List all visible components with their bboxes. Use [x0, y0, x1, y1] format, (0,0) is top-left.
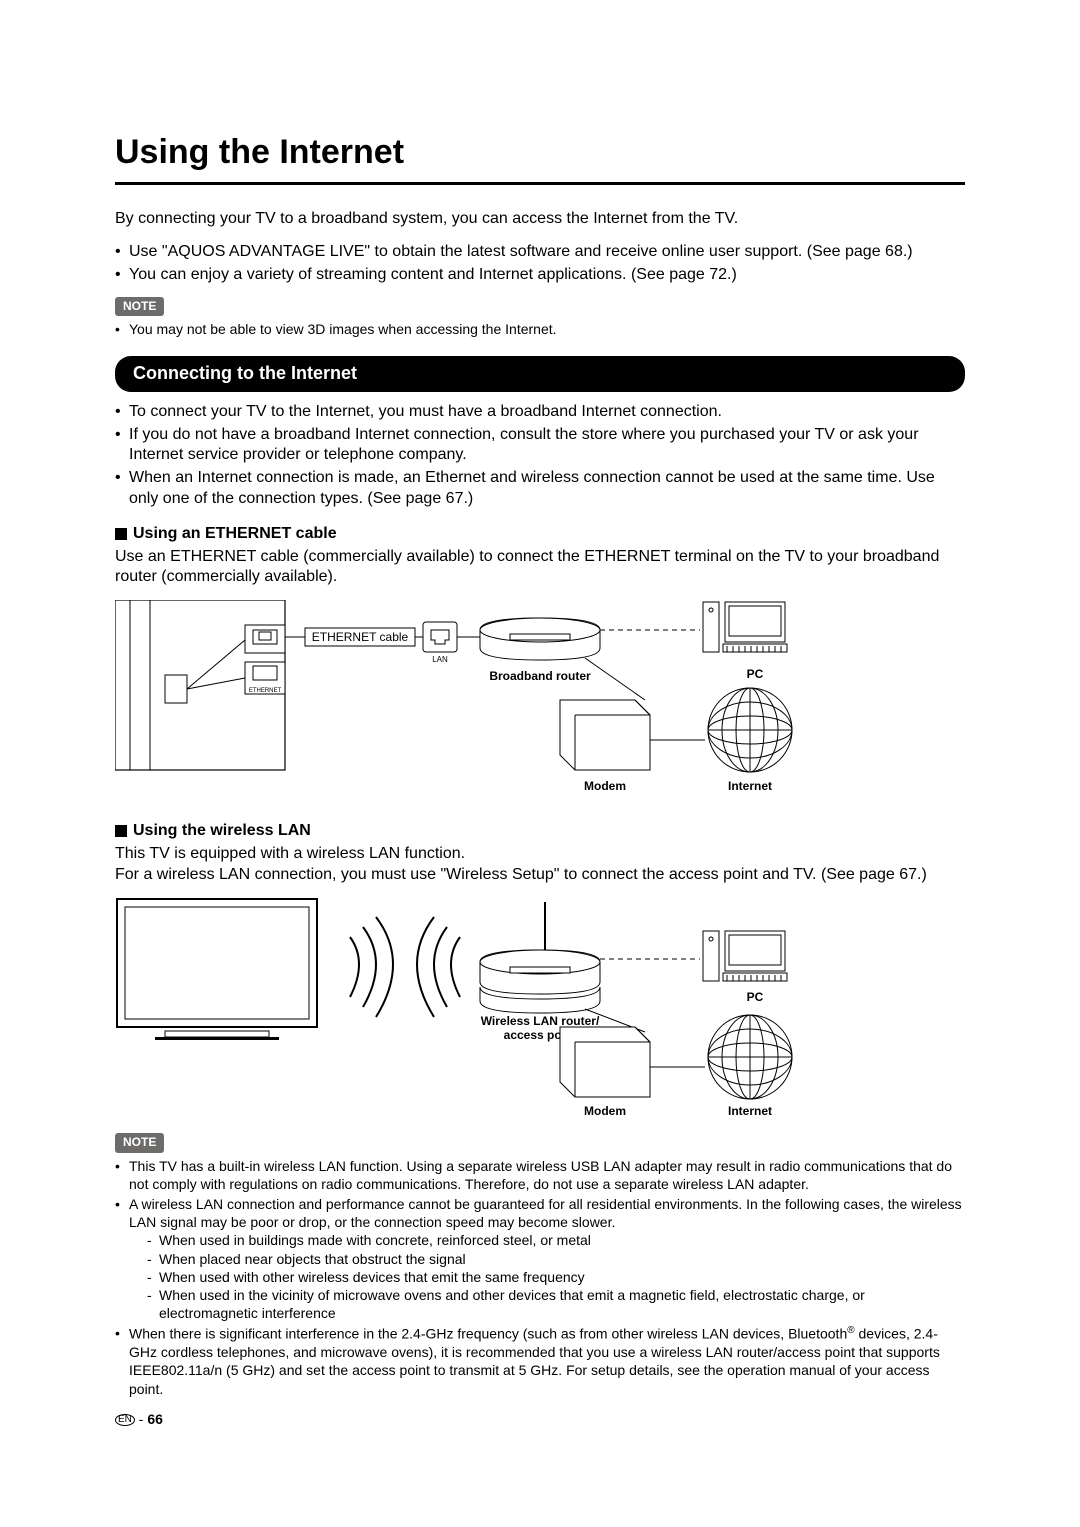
diagram-lan-label: LAN	[432, 655, 448, 664]
note2-subitem: When used with other wireless devices th…	[147, 1268, 965, 1286]
wireless-diagram: Wireless LAN router/ access point PC Mod…	[115, 897, 965, 1124]
section-bullet: If you do not have a broadband Internet …	[115, 425, 965, 467]
diagram-modem-label: Modem	[584, 779, 626, 793]
wireless-heading: Using the wireless LAN	[115, 821, 965, 842]
ethernet-diagram: ETHERNET ETHERNET cable LAN Broadband ro…	[115, 600, 965, 807]
diagram-internet-label: Internet	[728, 779, 772, 793]
diagram-wpc-label: PC	[747, 990, 764, 1004]
note2-item: When there is significant interference i…	[115, 1324, 965, 1397]
diagram-cable-label: ETHERNET cable	[312, 630, 409, 644]
registered-symbol: ®	[847, 1325, 854, 1336]
diagram-winternet-label: Internet	[728, 1104, 772, 1117]
ethernet-heading: Using an ETHERNET cable	[115, 524, 965, 545]
section-bullet: To connect your TV to the Internet, you …	[115, 402, 965, 423]
ethernet-heading-text: Using an ETHERNET cable	[133, 524, 337, 545]
note1-list: You may not be able to view 3D images wh…	[115, 320, 965, 338]
note2-item-text: When there is significant interference i…	[129, 1326, 847, 1342]
section-bullets: To connect your TV to the Internet, you …	[115, 402, 965, 510]
page-number-value: 66	[147, 1411, 163, 1427]
square-icon	[115, 825, 127, 837]
note2-subitem: When used in the vicinity of microwave o…	[147, 1286, 965, 1322]
intro-bullets: Use "AQUOS ADVANTAGE LIVE" to obtain the…	[115, 242, 965, 286]
section-heading: Connecting to the Internet	[115, 356, 965, 391]
wireless-heading-text: Using the wireless LAN	[133, 821, 311, 842]
page-title: Using the Internet	[115, 130, 965, 185]
note-badge: NOTE	[115, 297, 164, 317]
diagram-port-label: ETHERNET	[249, 688, 282, 694]
note2-item: A wireless LAN connection and performanc…	[115, 1195, 965, 1322]
note2-item-text: A wireless LAN connection and performanc…	[129, 1196, 962, 1230]
square-icon	[115, 528, 127, 540]
ethernet-body: Use an ETHERNET cable (commercially avai…	[115, 547, 965, 589]
note2-sublist: When used in buildings made with concret…	[129, 1231, 965, 1322]
note2-list: This TV has a built-in wireless LAN func…	[115, 1157, 965, 1398]
wireless-body1: This TV is equipped with a wireless LAN …	[115, 844, 965, 865]
note2-subitem: When used in buildings made with concret…	[147, 1231, 965, 1249]
page-number: EN - 66	[115, 1410, 965, 1428]
intro-text: By connecting your TV to a broadband sys…	[115, 209, 965, 230]
diagram-pc-label: PC	[747, 667, 764, 681]
note-badge: NOTE	[115, 1133, 164, 1153]
diagram-wrouter-label1: Wireless LAN router/	[481, 1014, 600, 1028]
note1-item: You may not be able to view 3D images wh…	[115, 320, 965, 338]
note2-subitem: When placed near objects that obstruct t…	[147, 1250, 965, 1268]
intro-bullet: Use "AQUOS ADVANTAGE LIVE" to obtain the…	[115, 242, 965, 263]
note2-item: This TV has a built-in wireless LAN func…	[115, 1157, 965, 1193]
diagram-router-label: Broadband router	[489, 669, 591, 683]
intro-bullet: You can enjoy a variety of streaming con…	[115, 265, 965, 286]
wireless-body2: For a wireless LAN connection, you must …	[115, 865, 965, 886]
section-bullet: When an Internet connection is made, an …	[115, 468, 965, 510]
diagram-wmodem-label: Modem	[584, 1104, 626, 1117]
en-badge: EN	[115, 1414, 135, 1426]
